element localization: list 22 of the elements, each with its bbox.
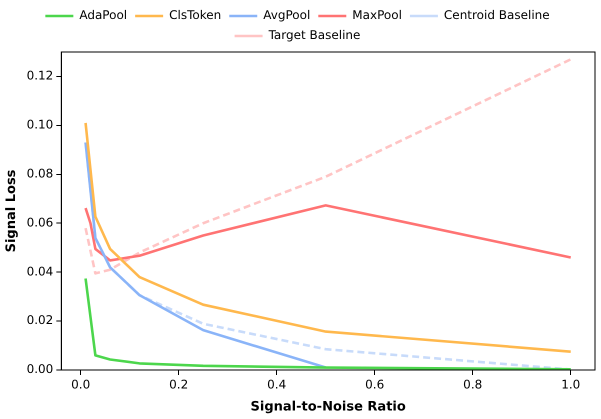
- y-tick-label: 0.10: [26, 118, 54, 132]
- y-tick-label: 0.12: [26, 68, 54, 83]
- line-series: [84, 58, 572, 275]
- y-axis-title: Signal Loss: [4, 169, 20, 252]
- legend-label: Target Baseline: [268, 28, 360, 42]
- x-tick-label: 0.0: [71, 377, 90, 392]
- x-tick-label: 0.8: [463, 377, 482, 392]
- legend-label: Centroid Baseline: [444, 8, 550, 22]
- x-tick-label: 0.4: [267, 377, 286, 392]
- legend-label: AvgPool: [263, 8, 310, 22]
- legend-label: MaxPool: [352, 8, 402, 22]
- x-tick-label: 0.2: [169, 377, 188, 392]
- y-tick-label: 0.06: [26, 215, 54, 230]
- y-tick-label: 0.00: [26, 362, 54, 376]
- x-tick-label: 1.0: [561, 377, 580, 392]
- y-tick-label: 0.02: [26, 313, 54, 328]
- x-tick-label: 0.6: [365, 377, 384, 392]
- x-axis-title: Signal-to-Noise Ratio: [250, 400, 406, 415]
- legend-label: ClsToken: [169, 8, 222, 22]
- legend-label: AdaPool: [79, 8, 128, 22]
- y-tick-label: 0.08: [26, 166, 54, 180]
- y-tick-label: 0.04: [26, 264, 54, 278]
